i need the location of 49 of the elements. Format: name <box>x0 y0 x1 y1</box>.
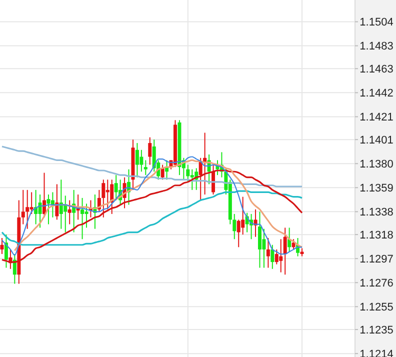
line-series <box>1 190 303 246</box>
candlestick <box>46 194 50 225</box>
y-tick-label: 1.1276 <box>360 277 394 290</box>
y-tick-label: 1.1380 <box>360 158 394 170</box>
candlestick <box>114 174 118 201</box>
candlestick <box>135 142 139 178</box>
candlestick <box>21 189 25 225</box>
y-tick-label: 1.1463 <box>360 64 394 76</box>
y-tick-label: 1.1255 <box>360 302 394 314</box>
y-tick-label: 1.1338 <box>360 206 394 219</box>
candlestick <box>270 244 274 270</box>
candlestick <box>241 196 245 236</box>
y-tick-label: 1.1359 <box>360 182 394 195</box>
candlestick <box>262 228 266 268</box>
candlestick <box>30 192 34 214</box>
candlestick <box>50 192 54 218</box>
y-tick-label: 1.1442 <box>360 88 394 100</box>
candlestick <box>186 164 190 182</box>
candlestick <box>236 219 240 248</box>
candlestick <box>0 238 4 255</box>
y-tick-label: 1.1504 <box>360 16 394 29</box>
candlestick <box>42 172 46 218</box>
candlestick <box>26 189 30 230</box>
candlestick <box>190 168 194 190</box>
candlestick <box>102 179 106 218</box>
candlestick <box>148 136 152 166</box>
candlestick <box>140 149 144 172</box>
y-tick-label: 1.1318 <box>360 229 394 242</box>
candlestick <box>283 227 287 276</box>
y-tick-label: 1.1483 <box>360 40 394 53</box>
candlestick <box>110 179 114 214</box>
candlestick <box>266 238 270 268</box>
y-tick-label: 1.1297 <box>360 253 394 266</box>
candlestick <box>279 238 283 273</box>
y-tick-label: 1.1421 <box>360 112 394 124</box>
candlestick <box>4 234 8 268</box>
candlestick <box>144 160 148 176</box>
candlestick <box>258 211 262 268</box>
y-tick-label: 1.1401 <box>360 134 394 146</box>
candlestick <box>68 200 72 225</box>
candlestick <box>80 197 84 240</box>
candlestick <box>38 194 42 228</box>
candlestick <box>232 213 236 240</box>
candlestick <box>274 248 278 265</box>
candlestick <box>84 203 88 228</box>
y-tick-label: 1.1235 <box>360 324 394 336</box>
candlestick <box>55 184 59 220</box>
candlestick <box>152 139 156 172</box>
y-tick-label: 1.1214 <box>360 348 394 357</box>
